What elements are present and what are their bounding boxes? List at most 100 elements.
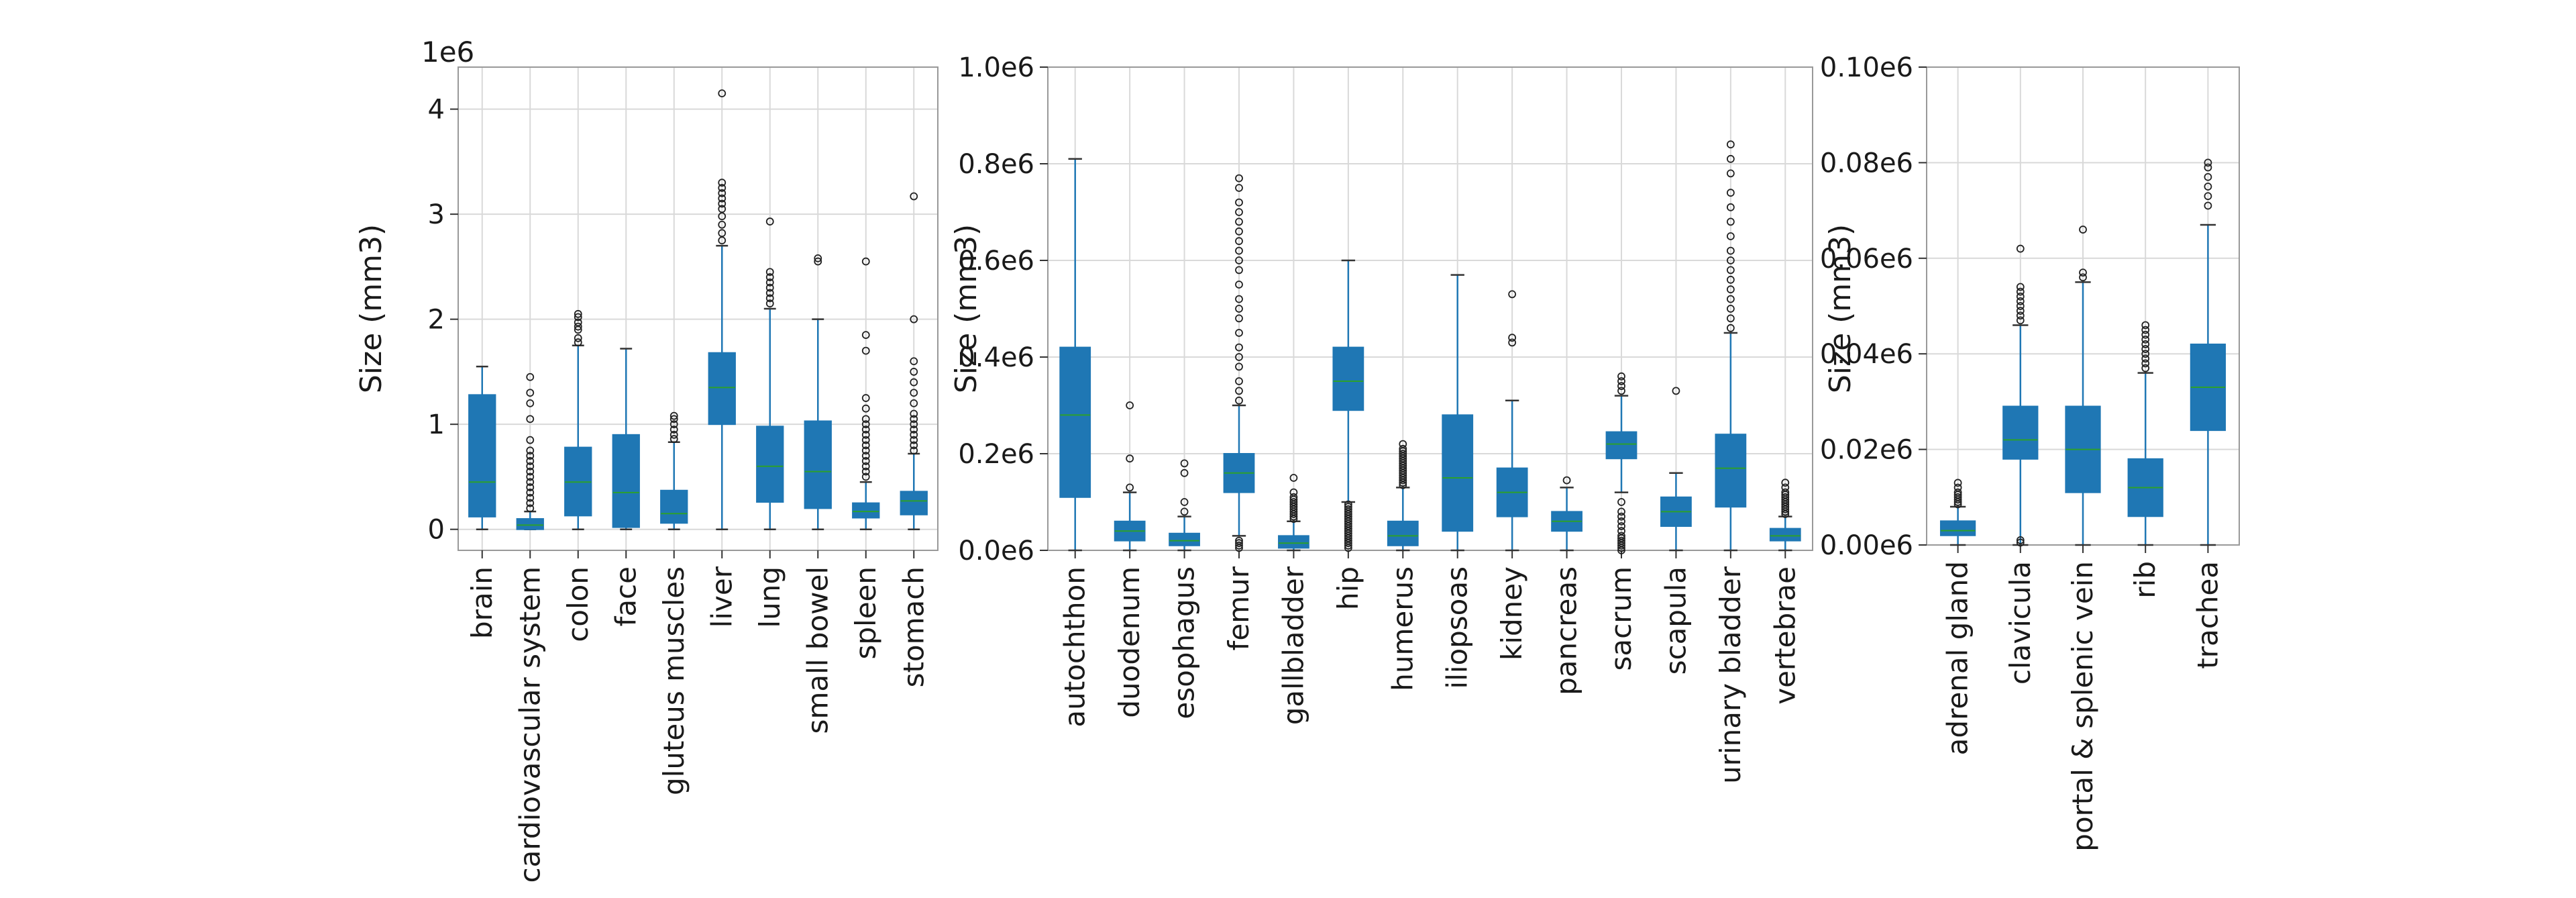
category-label-vertebrae: vertebrae xyxy=(1768,566,1801,705)
outlier-point xyxy=(910,389,918,397)
outlier-point xyxy=(1726,275,1735,284)
category-label-rib: rib xyxy=(2129,561,2161,599)
outlier-point xyxy=(1726,217,1735,226)
outlier-point xyxy=(526,457,535,465)
outlier-point xyxy=(1508,338,1517,347)
category-label-stomach: stomach xyxy=(897,566,930,687)
outlier-point xyxy=(718,194,727,203)
outlier-point xyxy=(861,452,870,460)
category-label-urinary-bladder: urinary bladder xyxy=(1714,566,1747,784)
outlier-point xyxy=(1726,295,1735,303)
outlier-point xyxy=(526,493,535,502)
box-humerus xyxy=(1387,440,1419,552)
outlier-point xyxy=(1126,454,1134,463)
box-small-bowel xyxy=(804,254,832,530)
outlier-point xyxy=(1235,541,1243,550)
outlier-point xyxy=(1235,387,1243,395)
category-label-duodenum: duodenum xyxy=(1113,566,1146,718)
outlier-point xyxy=(1289,493,1298,501)
outlier-point xyxy=(1126,483,1134,492)
outlier-point xyxy=(669,420,678,429)
outlier-point xyxy=(910,399,918,407)
outlier-point xyxy=(910,315,918,323)
outlier-point xyxy=(765,283,774,292)
outlier-point xyxy=(1180,498,1189,506)
box-body xyxy=(1059,346,1091,498)
outlier-point xyxy=(861,467,870,476)
box-body xyxy=(1715,434,1747,508)
outlier-point xyxy=(574,318,582,327)
box-scapula xyxy=(1660,387,1692,552)
outlier-point xyxy=(1617,507,1625,516)
outlier-point xyxy=(718,205,727,213)
outlier-point xyxy=(1617,387,1625,395)
outlier-point xyxy=(526,462,535,470)
box-portal-splenic-vein xyxy=(2065,226,2101,546)
outlier-point xyxy=(718,179,727,187)
outlier-point xyxy=(1953,493,1962,501)
outlier-point xyxy=(1399,440,1407,448)
outlier-point xyxy=(526,446,535,455)
outlier-point xyxy=(765,217,774,226)
outlier-point xyxy=(718,220,727,229)
outlier-point xyxy=(574,309,582,318)
outlier-point xyxy=(861,331,870,340)
outlier-point xyxy=(910,441,918,450)
panel-3-y-axis-label: Size (mm3) xyxy=(1823,224,1858,393)
outlier-point xyxy=(669,415,678,423)
outlier-point xyxy=(2204,172,2212,181)
outlier-point xyxy=(765,268,774,277)
outlier-point xyxy=(574,313,582,321)
outlier-point xyxy=(910,446,918,455)
box-pancreas xyxy=(1551,476,1582,552)
box-body xyxy=(2002,405,2039,460)
box-body xyxy=(660,489,688,524)
outlier-point xyxy=(2204,183,2212,191)
outlier-point xyxy=(1617,522,1625,530)
outlier-point xyxy=(1235,237,1243,246)
outlier-point xyxy=(1617,527,1625,536)
outlier-point xyxy=(2079,268,2087,277)
box-body xyxy=(852,502,880,519)
outlier-point xyxy=(1126,401,1134,409)
box-body xyxy=(1332,346,1364,411)
outlier-point xyxy=(2141,350,2150,358)
y-tick-label: 0.4e6 xyxy=(958,342,1034,373)
outlier-point xyxy=(1562,476,1571,485)
category-label-iliopsoas: iliopsoas xyxy=(1441,566,1474,689)
category-label-scapula: scapula xyxy=(1659,566,1692,675)
outlier-point xyxy=(1344,500,1352,509)
outlier-point xyxy=(2204,158,2212,167)
outlier-point xyxy=(1726,154,1735,163)
category-label-autochthon: autochthon xyxy=(1059,566,1091,728)
outlier-point xyxy=(1180,507,1189,516)
outlier-point xyxy=(1726,232,1735,240)
category-label-adrenal-gland: adrenal gland xyxy=(1941,561,1974,755)
box-body xyxy=(516,518,544,530)
outlier-point xyxy=(1617,536,1625,545)
y-tick-label: 0.2e6 xyxy=(958,439,1034,470)
outlier-point xyxy=(526,389,535,397)
outlier-point xyxy=(861,257,870,266)
box-femur xyxy=(1223,174,1255,552)
outlier-point xyxy=(2141,330,2150,339)
category-label-femur: femur xyxy=(1222,566,1255,650)
outlier-point xyxy=(765,278,774,287)
outlier-point xyxy=(526,504,535,513)
outlier-point xyxy=(1953,483,1962,492)
outlier-point xyxy=(1617,372,1625,381)
outlier-point xyxy=(2204,192,2212,201)
outlier-point xyxy=(1180,459,1189,468)
outlier-point xyxy=(1508,290,1517,299)
y-tick-label: 1.0e6 xyxy=(958,52,1034,83)
box-body xyxy=(708,352,736,426)
outlier-point xyxy=(574,334,582,342)
category-label-gallbladder: gallbladder xyxy=(1277,566,1309,725)
outlier-point xyxy=(1726,256,1735,264)
outlier-point xyxy=(861,457,870,465)
outlier-point xyxy=(1235,174,1243,183)
outlier-point xyxy=(861,415,870,423)
y-tick-label: 0.02e6 xyxy=(1820,435,1913,466)
outlier-point xyxy=(1953,488,1962,497)
outlier-point xyxy=(861,426,870,434)
